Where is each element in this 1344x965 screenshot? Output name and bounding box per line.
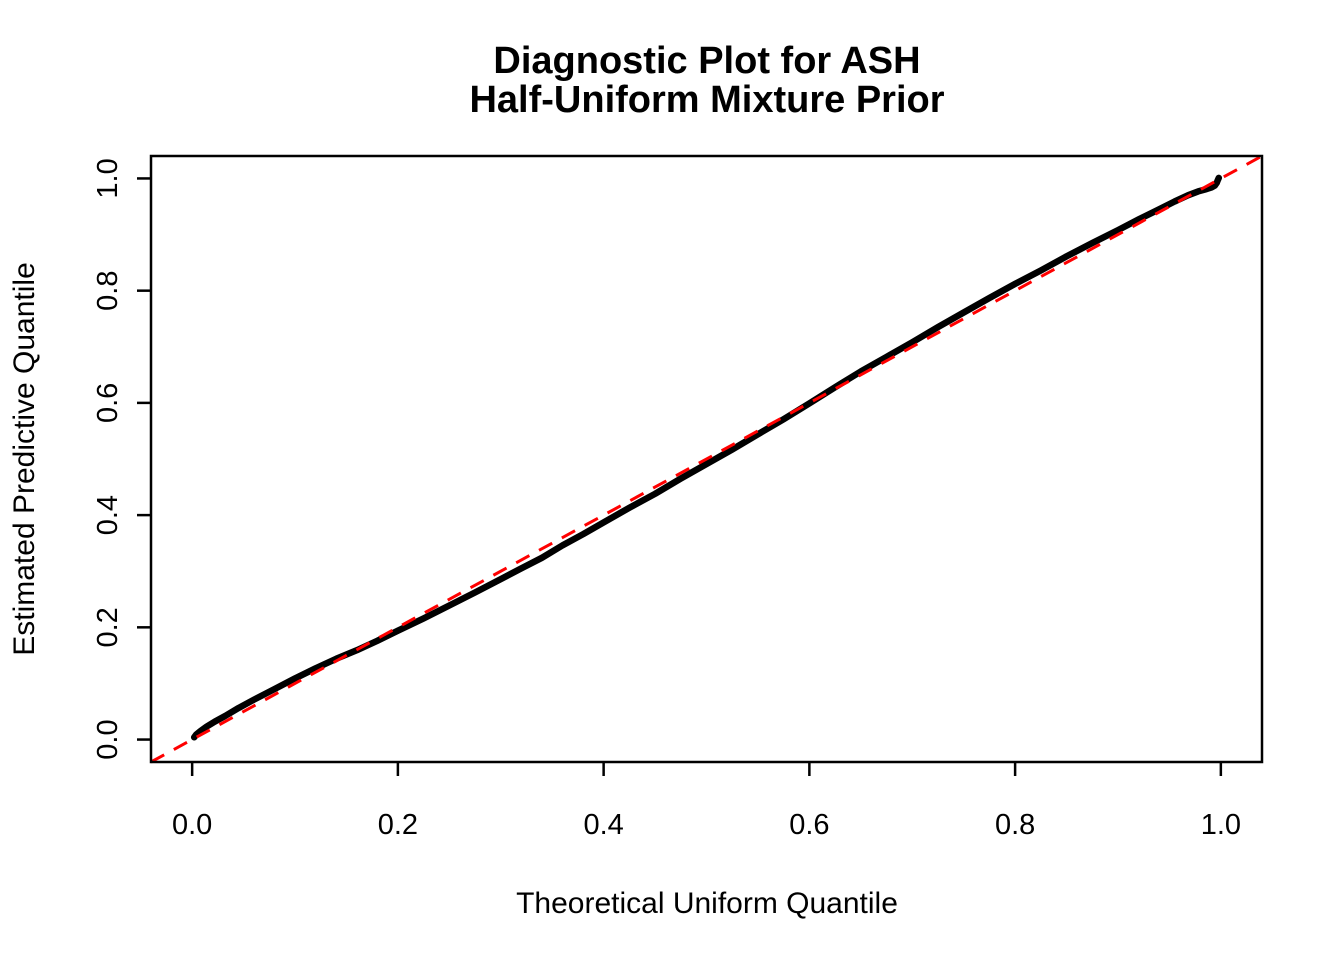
plot-frame [149,154,1264,764]
y-tick-label: 0.0 [92,719,124,759]
x-tick-label: 0.6 [789,809,829,841]
x-tick-label: 0.4 [583,809,623,841]
y-tick-label: 0.2 [92,607,124,647]
qq-curve-layer [190,174,1223,741]
x-tick-label: 0.8 [995,809,1035,841]
reference-line-layer [150,154,1263,764]
y-axis-label: Estimated Predictive Quantile [8,262,41,656]
y-axis-ticks: 0.0 0.2 0.4 0.6 0.8 1.0 [92,158,150,760]
chart-subtitle: Half-Uniform Mixture Prior [469,79,944,121]
y-tick-label: 0.6 [92,383,124,423]
y-tick-label: 1.0 [92,158,124,198]
identity-reference-line [150,154,1263,764]
y-tick-label: 0.4 [92,495,124,535]
x-axis-ticks: 0.0 0.2 0.4 0.6 0.8 1.0 [172,763,1241,841]
y-tick-label: 0.8 [92,271,124,311]
chart-title: Diagnostic Plot for ASH [493,40,920,82]
qq-curve [190,174,1223,741]
x-tick-label: 1.0 [1201,809,1241,841]
x-tick-label: 0.0 [172,809,212,841]
x-tick-label: 0.2 [378,809,418,841]
x-axis-label: Theoretical Uniform Quantile [516,887,898,920]
